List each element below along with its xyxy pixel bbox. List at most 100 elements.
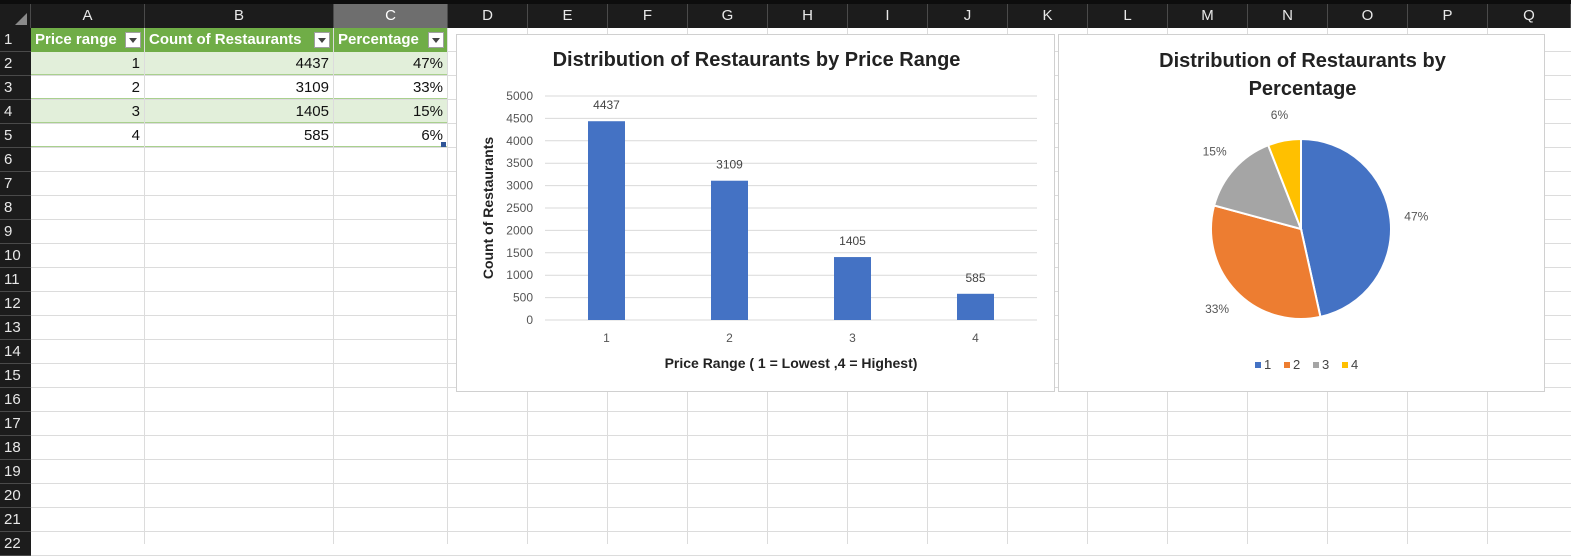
row-header-14[interactable]: 14 — [0, 340, 31, 364]
column-header-b[interactable]: B — [145, 4, 334, 28]
y-axis-title: Count of Restaurants — [480, 137, 496, 280]
column-header-j[interactable]: J — [928, 4, 1008, 28]
row-header-21[interactable]: 21 — [0, 508, 31, 532]
x-tick-label: 1 — [603, 331, 610, 345]
row-header-3[interactable]: 3 — [0, 76, 31, 100]
column-header-l[interactable]: L — [1088, 4, 1168, 28]
column-header-c[interactable]: C — [334, 4, 448, 28]
top-strip — [0, 0, 1571, 4]
table-cell[interactable]: 2 — [31, 76, 144, 99]
table-cell[interactable]: 3109 — [145, 76, 333, 99]
pie-chart-plot: 47% 33% 15% 6% 1 2 3 4 — [1203, 108, 1429, 372]
table-cell[interactable]: 1 — [31, 52, 144, 75]
column-header-f[interactable]: F — [608, 4, 688, 28]
y-tick-label: 2500 — [506, 201, 533, 215]
table-cell[interactable]: 15% — [334, 100, 447, 123]
filter-dropdown-icon[interactable] — [428, 32, 444, 48]
pie-data-label: 47% — [1404, 209, 1428, 223]
row-gridline — [31, 435, 1571, 436]
table-resize-handle[interactable] — [441, 142, 446, 147]
pie-slice-3 — [1212, 143, 1303, 231]
table-cell[interactable]: 1405 — [145, 100, 333, 123]
bar-price-range-1 — [588, 121, 625, 320]
column-header-q[interactable]: Q — [1488, 4, 1571, 28]
row-header-15[interactable]: 15 — [0, 364, 31, 388]
row-header-1[interactable]: 1 — [0, 28, 31, 52]
column-gridline — [144, 28, 145, 544]
table-cell[interactable]: 6% — [334, 124, 447, 147]
row-header-2[interactable]: 2 — [0, 52, 31, 76]
row-header-17[interactable]: 17 — [0, 412, 31, 436]
pie-slice-1 — [1300, 137, 1392, 319]
row-header-19[interactable]: 19 — [0, 460, 31, 484]
pie-data-label: 15% — [1203, 145, 1227, 159]
y-tick-label: 3500 — [506, 156, 533, 170]
table-header-2[interactable]: Count of Restaurants — [145, 28, 333, 52]
x-axis-title: Price Range ( 1 = Lowest ,4 = Highest) — [665, 355, 918, 371]
column-header-o[interactable]: O — [1328, 4, 1408, 28]
row-header-12[interactable]: 12 — [0, 292, 31, 316]
row-header-6[interactable]: 6 — [0, 148, 31, 172]
row-header-16[interactable]: 16 — [0, 388, 31, 412]
table-cell[interactable]: 585 — [145, 124, 333, 147]
row-header-4[interactable]: 4 — [0, 100, 31, 124]
filter-dropdown-icon[interactable] — [125, 32, 141, 48]
legend-swatch-1 — [1255, 362, 1261, 368]
legend-label: 3 — [1322, 357, 1329, 372]
row-header-9[interactable]: 9 — [0, 220, 31, 244]
row-header-5[interactable]: 5 — [0, 124, 31, 148]
column-header-k[interactable]: K — [1008, 4, 1088, 28]
column-header-n[interactable]: N — [1248, 4, 1328, 28]
bar-data-label: 4437 — [593, 98, 620, 112]
column-header-h[interactable]: H — [768, 4, 848, 28]
column-gridline — [447, 28, 448, 544]
pie-chart[interactable]: Distribution of Restaurants by Percentag… — [1058, 34, 1545, 392]
y-tick-label: 4500 — [506, 111, 533, 125]
table-cell[interactable]: 4437 — [145, 52, 333, 75]
bar-chart-title: Distribution of Restaurants by Price Ran… — [552, 49, 961, 71]
y-tick-label: 3000 — [506, 179, 533, 193]
column-header-m[interactable]: M — [1168, 4, 1248, 28]
y-tick-label: 0 — [526, 313, 533, 327]
row-header-22[interactable]: 22 — [0, 532, 31, 556]
column-header-p[interactable]: P — [1408, 4, 1488, 28]
row-header-13[interactable]: 13 — [0, 316, 31, 340]
legend-label: 1 — [1264, 357, 1271, 372]
bar-price-range-3 — [834, 257, 871, 320]
y-tick-label: 4000 — [506, 134, 533, 148]
column-header-i[interactable]: I — [848, 4, 928, 28]
table-cell[interactable]: 33% — [334, 76, 447, 99]
bar-chart[interactable]: Distribution of Restaurants by Price Ran… — [456, 34, 1055, 392]
table-cell[interactable]: 47% — [334, 52, 447, 75]
pie-slice-4 — [1266, 137, 1302, 230]
filter-dropdown-icon[interactable] — [314, 32, 330, 48]
table-cell[interactable]: 3 — [31, 100, 144, 123]
row-gridline — [31, 507, 1571, 508]
column-header-d[interactable]: D — [448, 4, 528, 28]
x-tick-label: 4 — [972, 331, 979, 345]
bar-data-label: 1405 — [839, 234, 866, 248]
row-gridline — [31, 411, 1571, 412]
row-header-10[interactable]: 10 — [0, 244, 31, 268]
column-header-e[interactable]: E — [528, 4, 608, 28]
row-gridline — [31, 531, 1571, 532]
table-cell[interactable]: 4 — [31, 124, 144, 147]
bar-price-range-4 — [957, 293, 994, 320]
pie-chart-title: Distribution of Restaurants by Percentag… — [1159, 50, 1446, 100]
legend-swatch-3 — [1313, 362, 1319, 368]
row-header-7[interactable]: 7 — [0, 172, 31, 196]
pie-data-label: 6% — [1271, 108, 1289, 122]
bar-data-label: 3109 — [716, 158, 743, 172]
row-header-20[interactable]: 20 — [0, 484, 31, 508]
column-header-g[interactable]: G — [688, 4, 768, 28]
row-gridline — [31, 483, 1571, 484]
pie-slice-2 — [1210, 204, 1322, 320]
select-all-corner[interactable] — [0, 4, 31, 28]
column-header-a[interactable]: A — [31, 4, 145, 28]
bar-chart-plot: 0 500 1000 1500 2000 2500 3000 3500 4000 4500 5000… — [480, 89, 1037, 371]
row-gridline — [31, 459, 1571, 460]
row-header-18[interactable]: 18 — [0, 436, 31, 460]
y-tick-label: 1500 — [506, 246, 533, 260]
row-header-11[interactable]: 11 — [0, 268, 31, 292]
row-header-8[interactable]: 8 — [0, 196, 31, 220]
